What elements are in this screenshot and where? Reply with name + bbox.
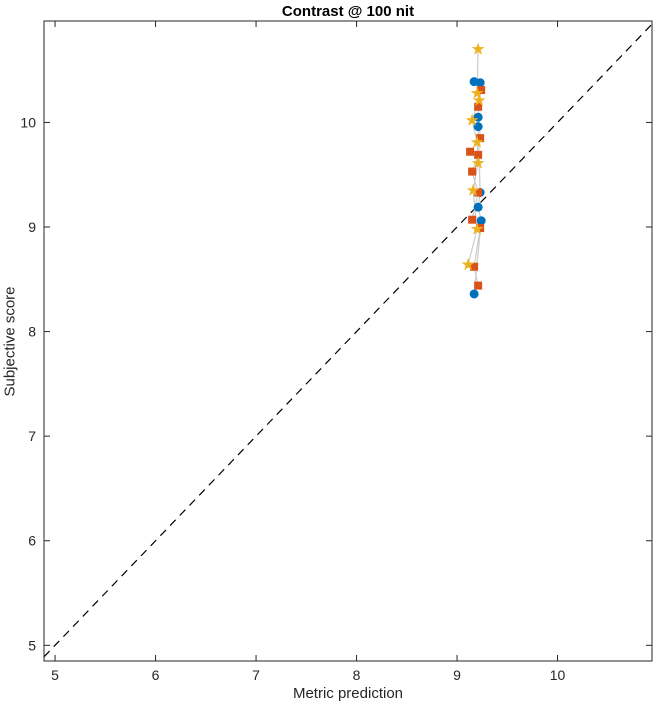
x-tick-label: 7 bbox=[252, 667, 260, 683]
data-point-square bbox=[470, 262, 479, 271]
axes-box bbox=[43, 20, 653, 662]
data-point-square bbox=[474, 281, 483, 290]
x-tick-label: 9 bbox=[453, 667, 461, 683]
data-point-circle bbox=[476, 216, 486, 226]
data-point-star bbox=[471, 156, 485, 169]
data-point-circle bbox=[473, 122, 483, 132]
identity-reference-line bbox=[43, 23, 653, 658]
data-point-square bbox=[474, 188, 483, 197]
data-point-circle bbox=[475, 78, 485, 88]
data-point-square bbox=[468, 167, 477, 176]
x-tick-label: 6 bbox=[152, 667, 160, 683]
data-point-star bbox=[470, 86, 484, 99]
plot-title: Contrast @ 100 nit bbox=[281, 3, 415, 20]
data-point-star bbox=[465, 113, 479, 126]
x-tick-label: 8 bbox=[353, 667, 361, 683]
data-point-square bbox=[466, 147, 475, 156]
x-tick-label: 5 bbox=[51, 667, 59, 683]
y-tick-label: 9 bbox=[28, 219, 36, 235]
data-point-star bbox=[470, 135, 484, 148]
data-point-star bbox=[472, 93, 486, 106]
y-tick-label: 10 bbox=[20, 114, 36, 130]
data-point-square bbox=[476, 134, 485, 143]
data-point-star bbox=[470, 222, 484, 235]
y-tick-label: 6 bbox=[28, 533, 36, 549]
y-tick-label: 7 bbox=[28, 428, 36, 444]
data-point-star bbox=[461, 257, 475, 271]
data-point-square bbox=[474, 150, 483, 159]
data-point-square bbox=[468, 215, 477, 224]
data-point-star bbox=[466, 183, 480, 196]
data-point-square bbox=[477, 86, 486, 95]
data-point-star bbox=[471, 42, 485, 55]
y-tick-label: 5 bbox=[28, 637, 36, 653]
x-tick-label: 10 bbox=[550, 667, 566, 683]
data-point-circle bbox=[473, 202, 483, 212]
y-tick-label: 8 bbox=[28, 324, 36, 340]
x-axis-label: Metric prediction bbox=[292, 685, 404, 702]
data-point-square bbox=[474, 102, 483, 111]
data-point-circle bbox=[469, 289, 479, 299]
y-axis-label: Subjective score bbox=[1, 286, 19, 397]
